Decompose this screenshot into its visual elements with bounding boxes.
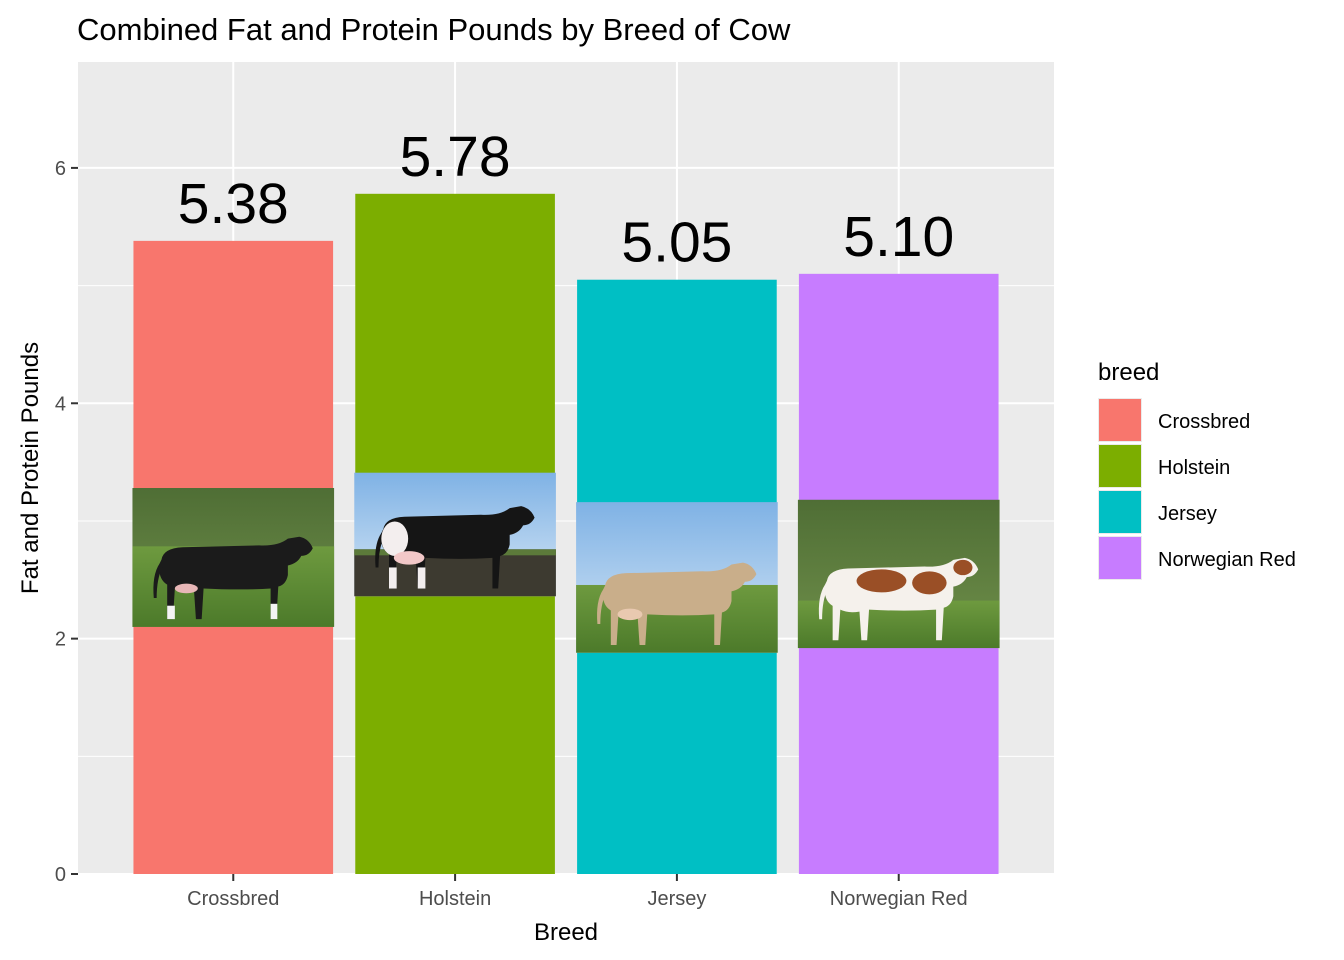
- y-tick-label: 2: [55, 629, 66, 651]
- legend-key: [1099, 491, 1141, 533]
- chart-title: Combined Fat and Protein Pounds by Breed…: [77, 12, 791, 47]
- cow-patch: [167, 605, 175, 620]
- cow-udder: [617, 608, 643, 621]
- cow-patch: [856, 569, 907, 593]
- x-tick-label: Jersey: [647, 888, 706, 910]
- cow-photo: [576, 502, 778, 653]
- cow-patch: [953, 559, 973, 576]
- cow-udder: [393, 551, 425, 565]
- bar-value-label: 5.38: [178, 172, 289, 236]
- cow: [375, 506, 535, 589]
- legend-label: Crossbred: [1158, 411, 1250, 433]
- y-tick-label: 0: [55, 864, 66, 886]
- y-tick-label: 4: [55, 393, 66, 415]
- legend: breed Crossbred Holstein Jersey Norwegian Re…: [1098, 359, 1296, 580]
- y-axis-title: Fat and Protein Pounds: [17, 342, 44, 594]
- y-tick-label: 6: [55, 158, 66, 180]
- cow: [153, 536, 313, 620]
- legend-key: [1099, 445, 1141, 487]
- bar-value-label: 5.78: [400, 125, 511, 189]
- value-labels: 5.38 5.78 5.05 5.10: [178, 125, 954, 275]
- cow-patch: [389, 567, 397, 589]
- bar-value-label: 5.10: [843, 205, 954, 269]
- x-tick-label: Crossbred: [187, 888, 279, 910]
- legend-key: [1099, 537, 1141, 579]
- cow: [818, 557, 979, 641]
- legend-title: breed: [1098, 359, 1159, 386]
- cow-photos: [132, 472, 1000, 653]
- cow-patch: [270, 603, 278, 620]
- bar-value-label: 5.05: [621, 211, 732, 275]
- cow-patch: [912, 571, 947, 595]
- legend-label: Holstein: [1158, 457, 1230, 479]
- legend-label: Norwegian Red: [1158, 549, 1296, 571]
- legend-key: [1099, 399, 1141, 441]
- legend-label: Jersey: [1158, 503, 1217, 525]
- cow-patch: [381, 521, 409, 556]
- cow-photo: [354, 472, 556, 597]
- axes: 0 2 4 6 Crossbred Holstein Jersey Norwegian Red: [55, 158, 968, 910]
- x-axis-title: Breed: [534, 919, 598, 946]
- cow-photo: [797, 499, 1000, 649]
- cow-patch: [417, 567, 426, 589]
- x-tick-label: Norwegian Red: [830, 888, 968, 910]
- cow: [597, 562, 757, 646]
- cow-udder: [174, 583, 198, 594]
- x-tick-label: Holstein: [419, 888, 491, 910]
- cow-photo: [132, 488, 335, 627]
